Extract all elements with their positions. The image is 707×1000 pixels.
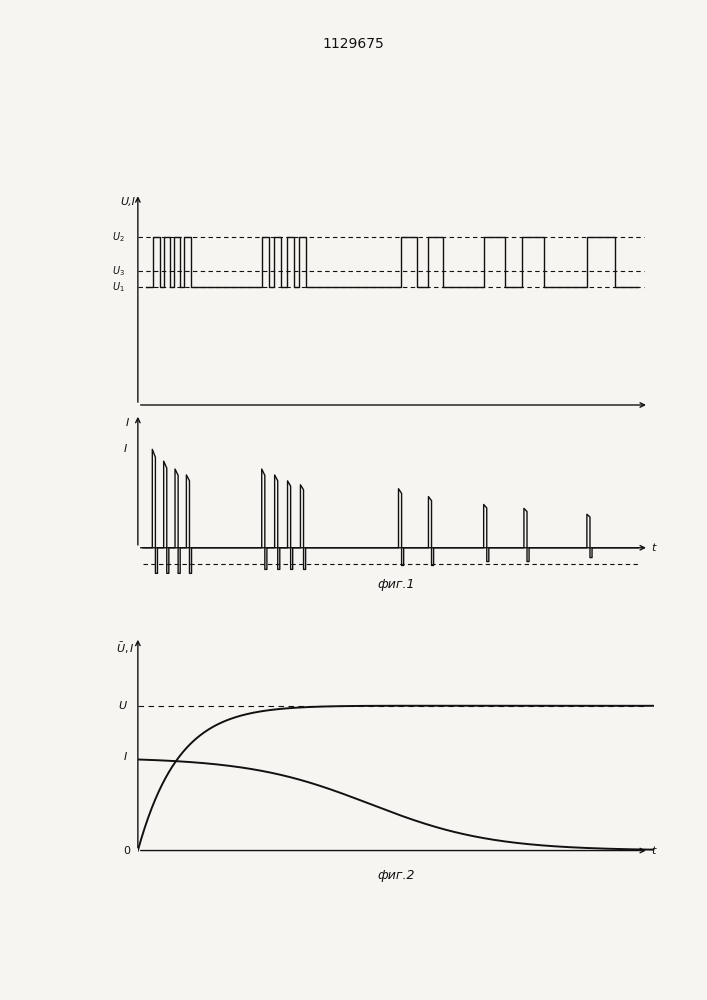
Text: $\bar{U},I$: $\bar{U},I$ — [115, 640, 134, 656]
Text: $U_3$: $U_3$ — [112, 264, 125, 278]
Text: фиг.2: фиг.2 — [377, 869, 415, 882]
Text: $U_2$: $U_2$ — [112, 230, 125, 244]
Text: t: t — [651, 846, 656, 856]
Text: I: I — [123, 752, 127, 762]
Text: U,I: U,I — [120, 197, 135, 207]
Text: I: I — [126, 418, 129, 428]
Text: 0: 0 — [123, 846, 130, 856]
Text: t: t — [651, 543, 656, 553]
Text: 1129675: 1129675 — [322, 37, 385, 51]
Text: U: U — [118, 701, 127, 711]
Text: $U_1$: $U_1$ — [112, 281, 125, 294]
Text: фиг.1: фиг.1 — [377, 578, 415, 591]
Text: I: I — [123, 444, 127, 454]
